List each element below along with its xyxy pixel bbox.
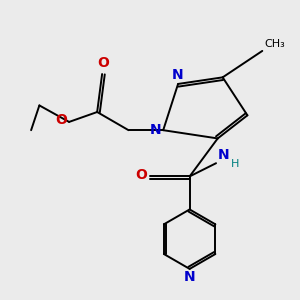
Text: O: O bbox=[135, 168, 147, 182]
Text: N: N bbox=[150, 123, 162, 136]
Text: H: H bbox=[231, 159, 239, 169]
Text: N: N bbox=[184, 270, 195, 284]
Text: O: O bbox=[55, 113, 67, 128]
Text: N: N bbox=[172, 68, 183, 82]
Text: O: O bbox=[98, 56, 109, 70]
Text: CH₃: CH₃ bbox=[265, 39, 285, 50]
Text: N: N bbox=[218, 148, 229, 162]
